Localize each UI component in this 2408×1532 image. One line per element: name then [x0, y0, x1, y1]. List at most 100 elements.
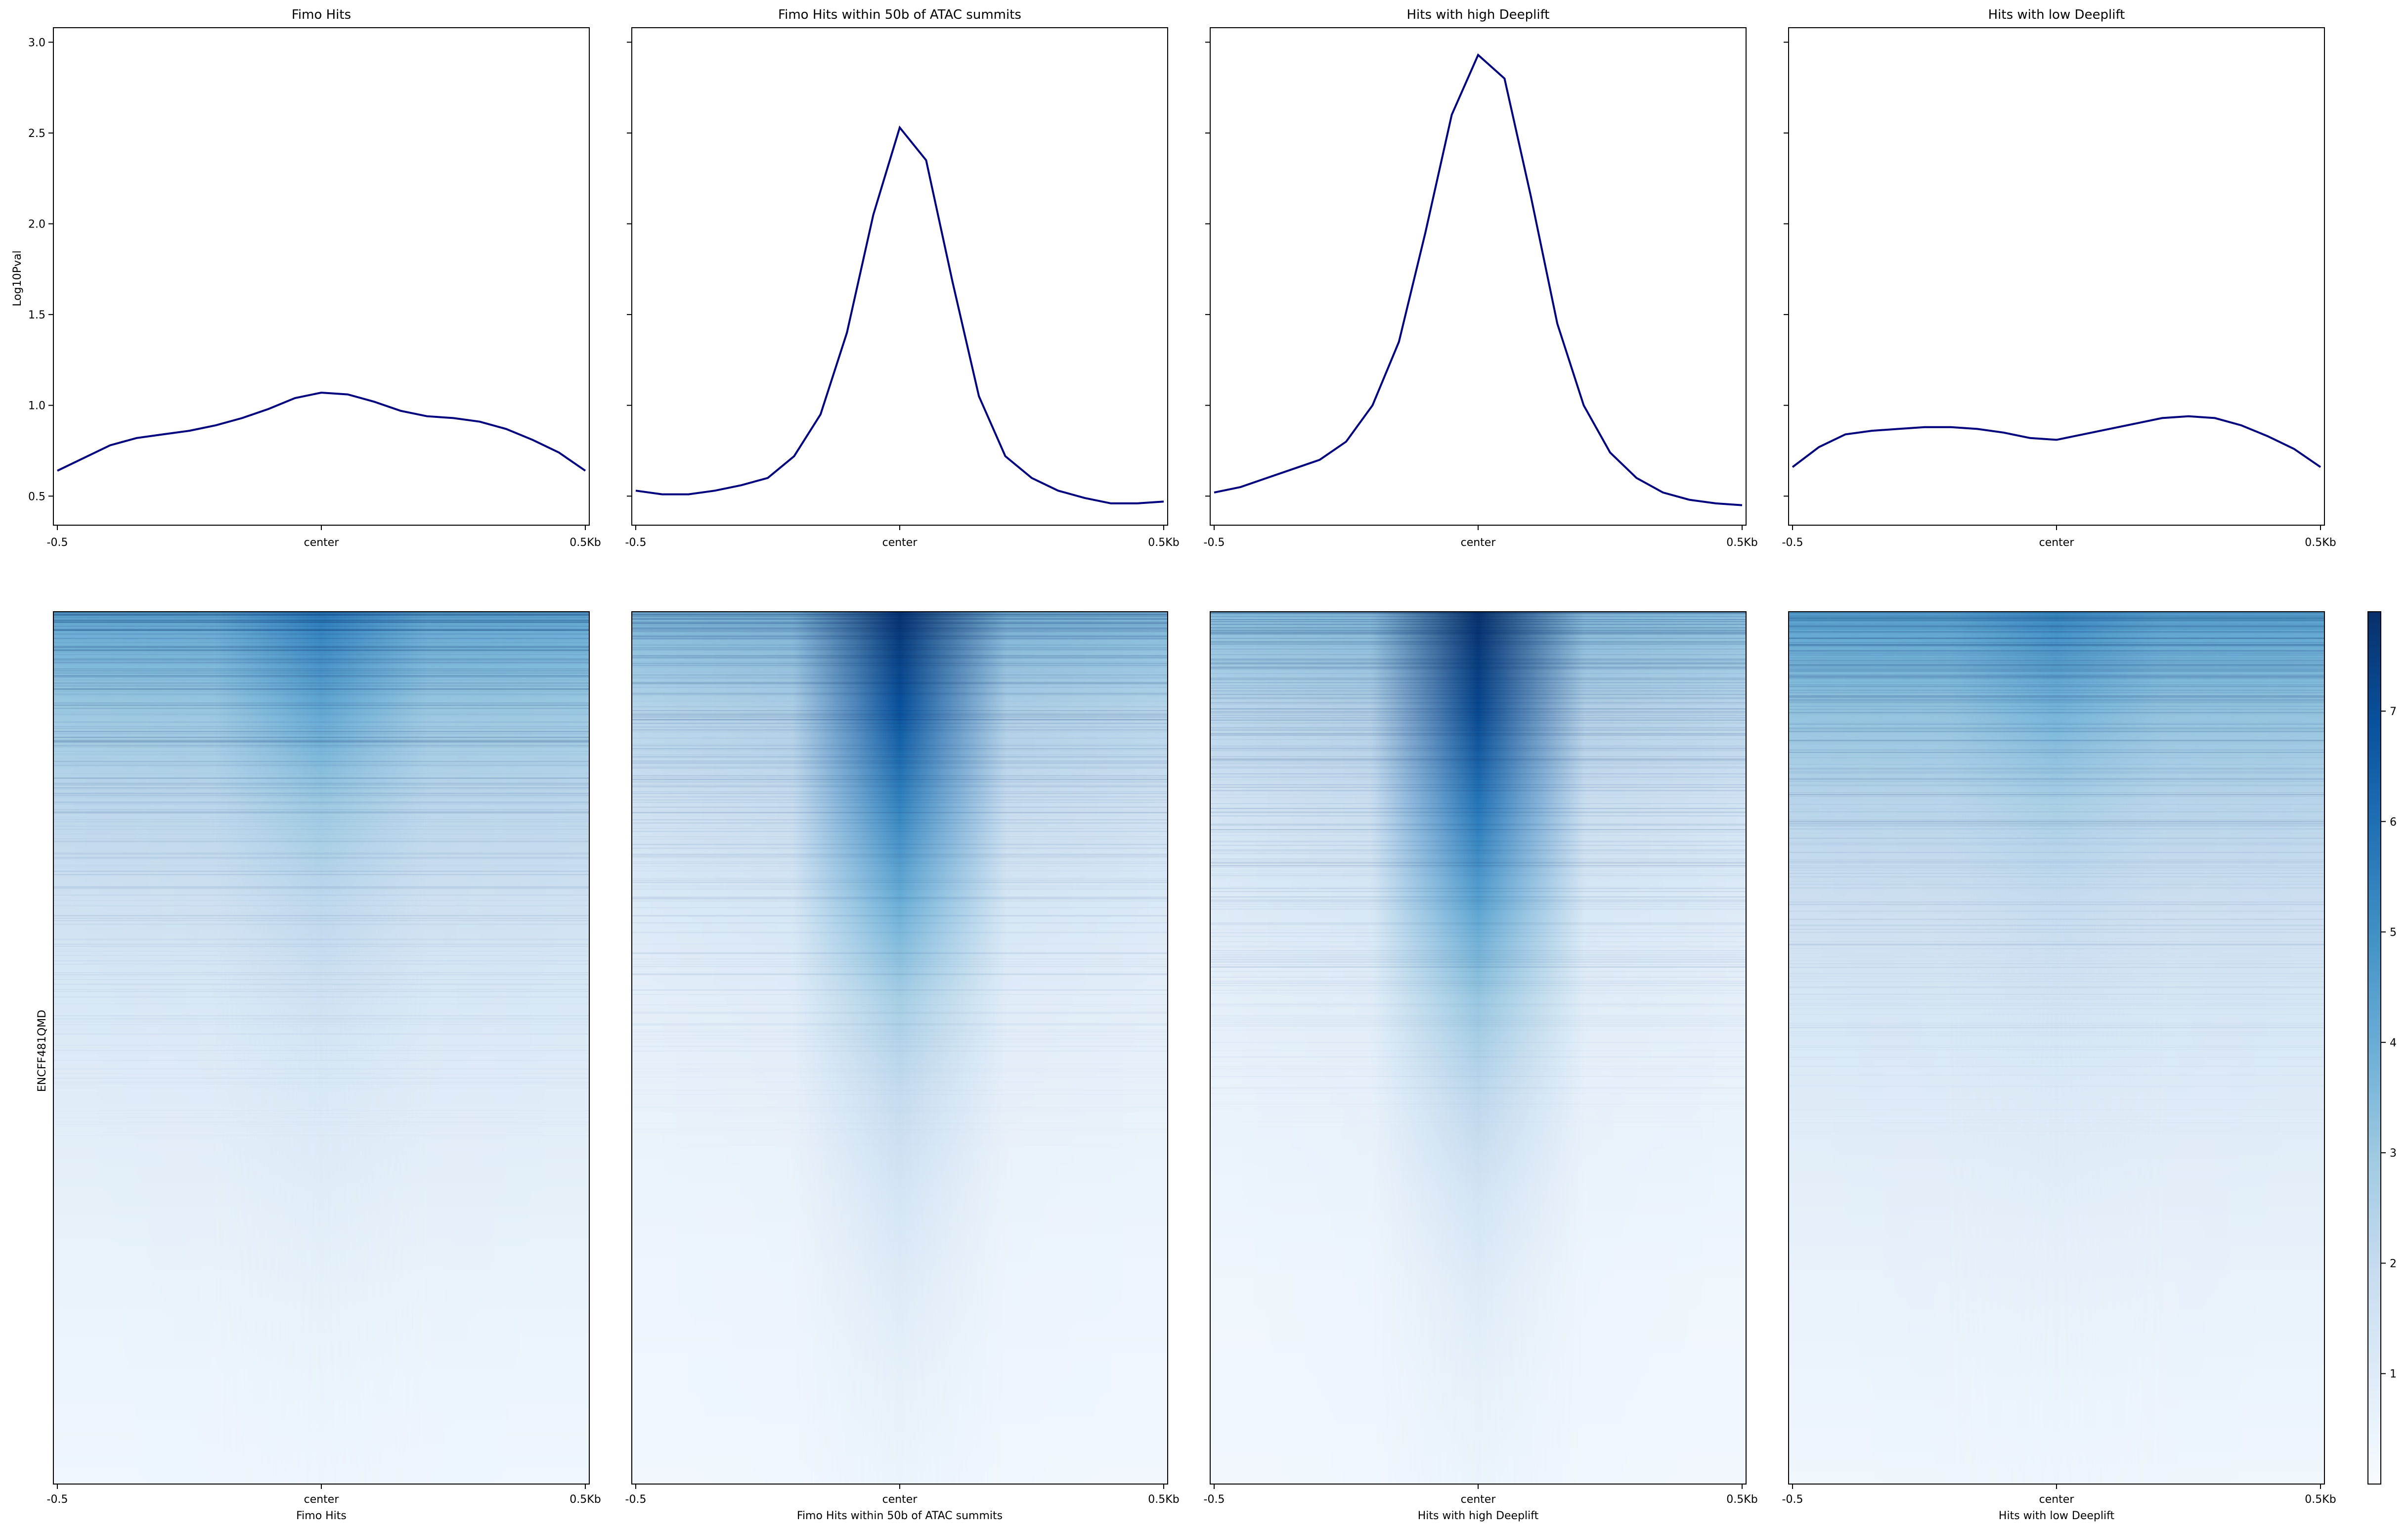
heatmap-row — [1210, 629, 1746, 631]
heatmap-row — [1789, 681, 2324, 683]
heatmap-row — [1789, 653, 2324, 654]
heatmap-row — [1210, 853, 1746, 855]
heatmap-row — [632, 966, 1168, 967]
heatmap-row — [1789, 686, 2324, 687]
heatmap-row — [53, 826, 589, 827]
heatmap-row — [1789, 983, 2324, 984]
heatmap-row — [1210, 1089, 1746, 1090]
heatmap-row — [1210, 663, 1746, 664]
heatmap-row — [1789, 890, 2324, 891]
heatmap-row — [632, 994, 1168, 995]
heatmap-row — [632, 744, 1168, 745]
heatmap-row — [1210, 673, 1746, 674]
heatmap-row — [53, 702, 589, 704]
x-ticks: -0.5 center 0.5Kb — [625, 525, 1180, 549]
heatmap-row — [1789, 771, 2324, 772]
heatmap-row — [632, 683, 1168, 685]
heatmap-row — [53, 737, 589, 738]
heatmap-row — [1789, 1109, 2324, 1110]
heatmap-row — [632, 1082, 1168, 1083]
heatmap-row — [1210, 1077, 1746, 1078]
heatmap-row — [53, 658, 589, 660]
heatmap-row — [632, 932, 1168, 933]
heatmap-row — [632, 854, 1168, 855]
colorbar-gradient — [2368, 612, 2381, 1484]
heatmap-row — [1789, 943, 2324, 945]
heatmap-row — [1210, 717, 1746, 719]
heatmap-row — [1210, 631, 1746, 632]
heatmap-row — [1210, 693, 1746, 695]
heatmap-row — [1210, 784, 1746, 785]
heatmap-row — [1789, 615, 2324, 617]
heatmap-row — [53, 638, 589, 639]
heatmap-row — [632, 1013, 1168, 1014]
heatmap-row — [632, 847, 1168, 849]
heatmap-row — [632, 1106, 1168, 1107]
heatmap-row — [1210, 614, 1746, 615]
heatmap-row — [53, 795, 589, 796]
heatmap-row — [1210, 748, 1746, 749]
heatmap-row — [1210, 936, 1746, 937]
heatmap-row — [53, 688, 589, 690]
heatmap-row — [53, 1151, 589, 1152]
heatmap-low-deeplift: -0.5 center 0.5Kb Hits with low Deeplift — [1782, 611, 2336, 1522]
heatmap-row — [1210, 986, 1746, 987]
heatmap-row — [53, 1110, 589, 1111]
heatmap-row — [53, 829, 589, 830]
heatmap-row — [1210, 612, 1746, 614]
heatmap-row — [632, 822, 1168, 824]
heatmap-row — [1210, 750, 1746, 751]
heatmap-row — [1210, 660, 1746, 662]
heatmap-row — [1789, 963, 2324, 964]
heatmap-row — [53, 1050, 589, 1051]
heatmap-row — [1210, 866, 1746, 868]
heatmap-row — [53, 703, 589, 704]
heatmap-row — [1210, 632, 1746, 633]
heatmap-row — [1210, 966, 1746, 967]
heatmap-row — [1210, 745, 1746, 747]
heatmap-row — [1210, 1025, 1746, 1027]
x-tick-label: center — [2039, 1493, 2075, 1506]
heatmap-row — [53, 812, 589, 813]
heatmap-row — [1789, 752, 2324, 753]
heatmap-row — [1789, 684, 2324, 686]
heatmap-row — [1789, 675, 2324, 676]
heatmap-row — [1789, 941, 2324, 942]
heatmap-row — [632, 623, 1168, 625]
heatmap-row — [632, 655, 1168, 656]
heatmap-row — [1210, 758, 1746, 759]
heatmap-row — [1210, 651, 1746, 652]
y-ticks: 0.5 1.0 1.5 2.0 2.5 3.0 — [28, 37, 53, 503]
heatmap-row — [1789, 944, 2324, 946]
heatmap-row — [53, 783, 589, 784]
heatmap-row — [1210, 992, 1746, 993]
heatmap-row — [632, 614, 1168, 615]
heatmap-row — [1789, 863, 2324, 864]
heatmap-row — [1210, 634, 1746, 635]
heatmap-row — [632, 729, 1168, 730]
y-axis-label: Log10Pval — [11, 250, 24, 306]
heatmap-row — [1210, 668, 1746, 669]
heatmap-row — [1210, 627, 1746, 629]
heatmap-row — [1210, 679, 1746, 680]
heatmap-row — [1210, 775, 1746, 776]
heatmap-row — [632, 732, 1168, 733]
heatmap-row — [1210, 678, 1746, 679]
heatmap-row — [632, 623, 1168, 624]
heatmap-row — [632, 692, 1168, 693]
heatmap-row — [53, 1026, 589, 1027]
heatmap-row — [1210, 767, 1746, 768]
heatmap-row — [1210, 1093, 1746, 1094]
heatmap-row-streaks — [632, 612, 1168, 1107]
heatmap-row — [53, 833, 589, 834]
heatmap-row — [1789, 899, 2324, 900]
heatmap-row — [1789, 613, 2324, 615]
heatmap-row — [632, 1035, 1168, 1036]
heatmap-row — [53, 1069, 589, 1070]
heatmap-row — [632, 647, 1168, 649]
heatmap-row — [1210, 858, 1746, 860]
heatmap-row — [53, 707, 589, 708]
heatmap-row — [1789, 976, 2324, 977]
heatmap-row — [632, 1051, 1168, 1052]
heatmap-fimo-hits: -0.5 center 0.5Kb Fimo Hits — [47, 611, 601, 1522]
